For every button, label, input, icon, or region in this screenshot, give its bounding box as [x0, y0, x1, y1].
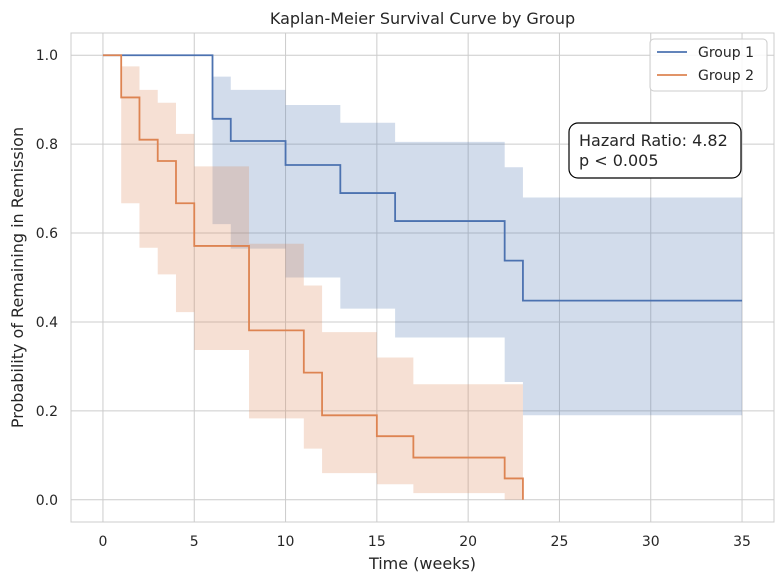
- y-tick-label: 0.2: [36, 404, 58, 420]
- y-tick-label: 0.8: [36, 137, 58, 153]
- ci-band-group-1: [102, 55, 743, 416]
- confidence-bands: [102, 55, 743, 500]
- x-axis-label: Time (weeks): [368, 554, 476, 573]
- annotation-hazard-ratio: Hazard Ratio: 4.82: [579, 131, 728, 150]
- x-tick-label: 5: [190, 534, 199, 550]
- legend: Group 1 Group 2: [649, 38, 768, 92]
- y-tick-label: 0.0: [36, 493, 58, 509]
- survival-line-group-1: [102, 54, 743, 302]
- survival-line-group-2: [102, 54, 524, 500]
- x-tick-label: 10: [277, 534, 295, 550]
- chart-title: Kaplan-Meier Survival Curve by Group: [270, 9, 575, 28]
- y-tick-label: 0.4: [36, 315, 58, 331]
- legend-label-group-1: Group 1: [698, 45, 754, 61]
- y-tick-label: 0.6: [36, 226, 58, 242]
- hazard-ratio-annotation: Hazard Ratio: 4.82 p < 0.005: [568, 122, 742, 179]
- x-tick-label: 20: [459, 534, 477, 550]
- x-tick-label: 15: [368, 534, 386, 550]
- x-tick-label: 35: [733, 534, 751, 550]
- y-axis-ticks: 0.0 0.2 0.4 0.6 0.8 1.0: [36, 48, 58, 509]
- annotation-p-value: p < 0.005: [579, 151, 659, 170]
- plot-area: [70, 32, 775, 523]
- annotation-box: [568, 122, 742, 179]
- x-tick-label: 25: [551, 534, 569, 550]
- ci-band-group-2: [102, 55, 523, 500]
- y-axis-label: Probability of Remaining in Remission: [8, 127, 27, 428]
- x-axis-ticks: 0 5 10 15 20 25 30 35: [98, 534, 750, 550]
- x-tick-label: 30: [642, 534, 660, 550]
- legend-label-group-2: Group 2: [698, 68, 754, 84]
- x-tick-label: 0: [98, 534, 107, 550]
- y-tick-label: 1.0: [36, 48, 58, 64]
- survival-curves: [102, 54, 743, 500]
